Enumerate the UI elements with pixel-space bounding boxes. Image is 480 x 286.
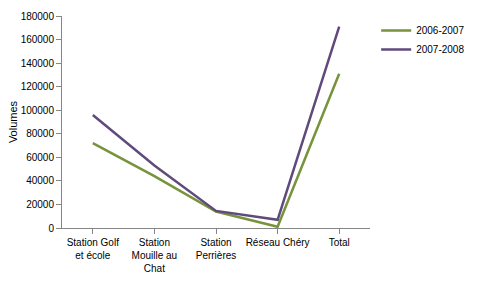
svg-text:2007-2008: 2007-2008 (416, 44, 464, 55)
svg-text:80000: 80000 (26, 128, 54, 139)
svg-text:160000: 160000 (21, 34, 55, 45)
svg-text:Station Golfet école: Station Golfet école (67, 237, 119, 261)
svg-text:100000: 100000 (21, 105, 55, 116)
svg-text:Réseau Chéry: Réseau Chéry (246, 237, 310, 248)
svg-text:StationMouille auChat: StationMouille auChat (132, 237, 178, 274)
svg-text:0: 0 (48, 223, 54, 234)
svg-text:60000: 60000 (26, 152, 54, 163)
svg-text:140000: 140000 (21, 58, 55, 69)
svg-text:2006-2007: 2006-2007 (416, 25, 464, 36)
svg-text:180000: 180000 (21, 11, 55, 22)
svg-text:Total: Total (329, 237, 350, 248)
svg-text:20000: 20000 (26, 199, 54, 210)
svg-text:StationPerrières: StationPerrières (196, 237, 237, 261)
svg-text:120000: 120000 (21, 81, 55, 92)
svg-text:Volumes: Volumes (7, 100, 19, 143)
svg-text:40000: 40000 (26, 175, 54, 186)
